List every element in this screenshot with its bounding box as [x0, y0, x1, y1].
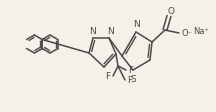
- Text: O⁻: O⁻: [181, 28, 192, 38]
- Text: S: S: [130, 74, 136, 84]
- Text: F: F: [105, 71, 111, 81]
- Text: N: N: [89, 27, 95, 36]
- Text: Na⁺: Na⁺: [193, 27, 209, 36]
- Text: F: F: [129, 66, 133, 74]
- Text: N: N: [133, 19, 139, 28]
- Text: F: F: [127, 75, 133, 84]
- Text: N: N: [107, 27, 113, 36]
- Text: O: O: [167, 6, 175, 15]
